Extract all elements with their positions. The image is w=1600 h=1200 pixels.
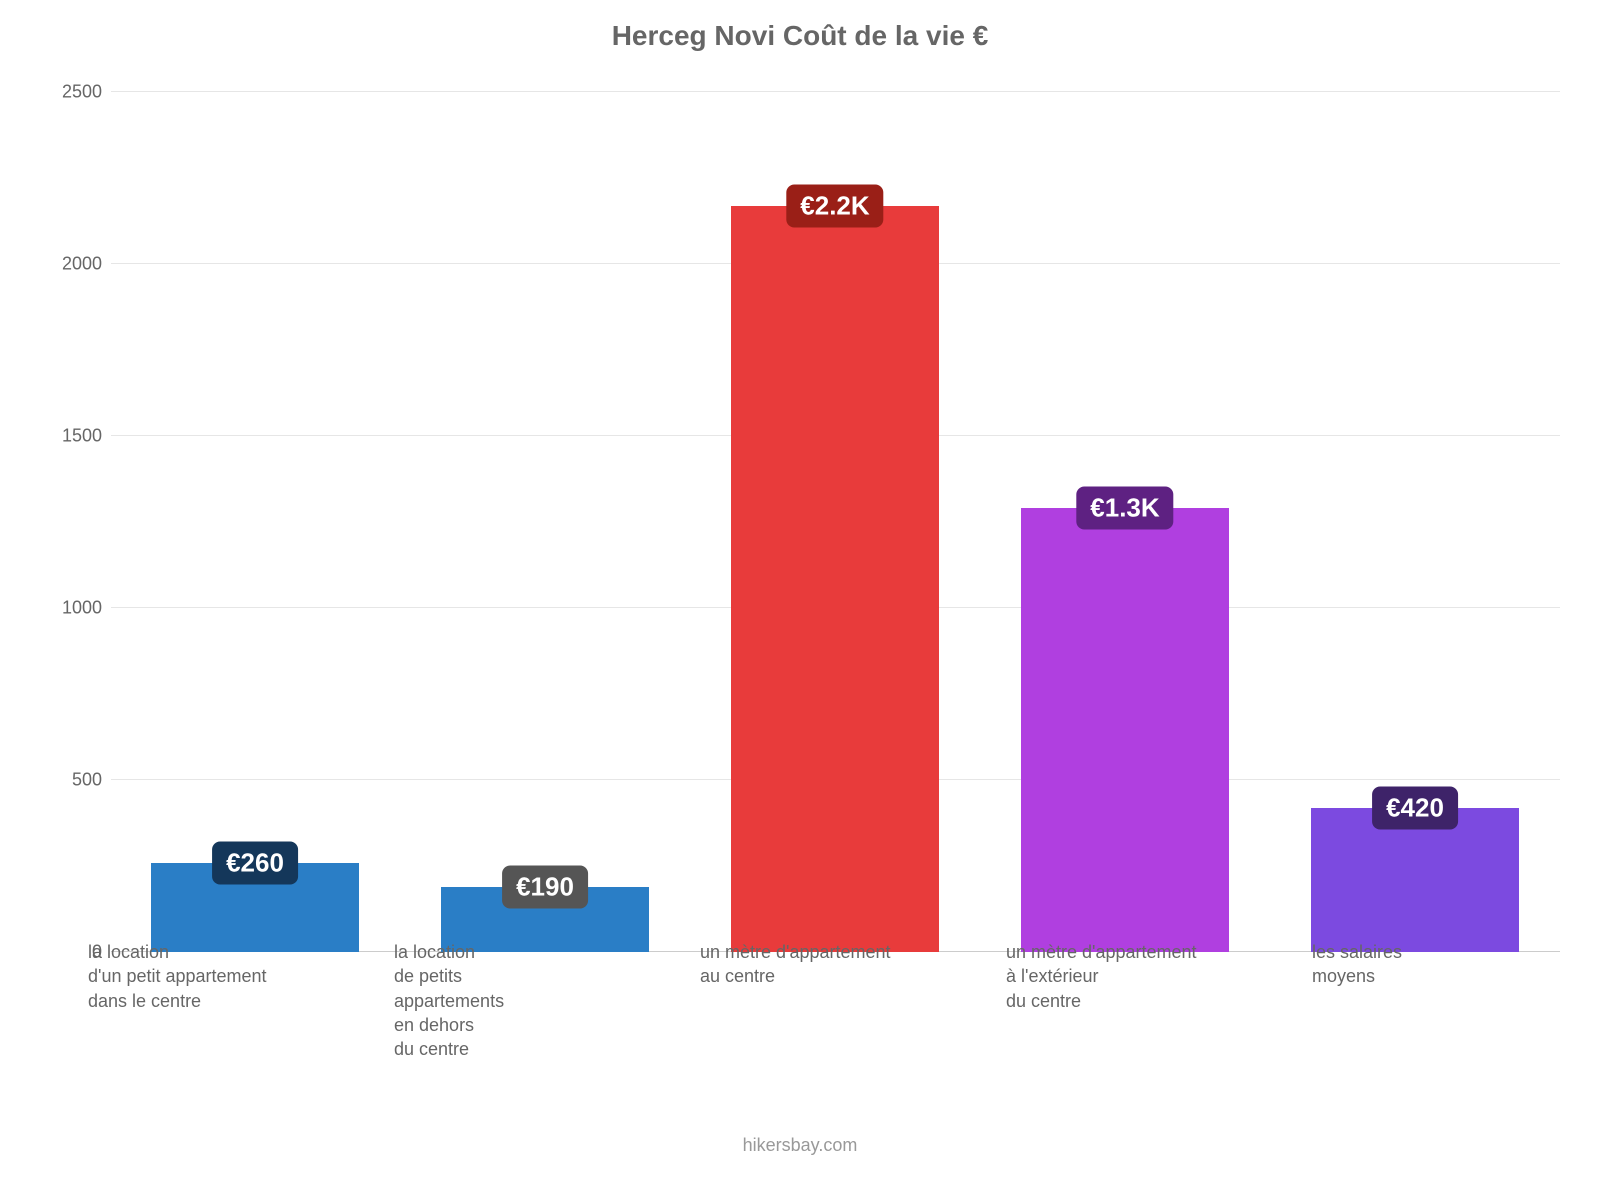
bar: €2.2K [731,206,940,952]
y-tick-label: 2000 [62,254,102,275]
x-axis-labels: la location d'un petit appartement dans … [70,940,1600,1061]
x-axis-label: la location d'un petit appartement dans … [70,940,376,1061]
chart-credit: hikersbay.com [0,1135,1600,1156]
x-axis-label: un mètre d'appartement à l'extérieur du … [988,940,1294,1061]
x-axis-label: la location de petits appartements en de… [376,940,682,1061]
bar-slot: €420 [1270,92,1560,952]
bar: €1.3K [1021,508,1230,952]
bar-value-badge: €2.2K [786,184,883,227]
chart-title: Herceg Novi Coût de la vie € [40,20,1560,52]
cost-of-living-chart: Herceg Novi Coût de la vie € 05001000150… [0,0,1600,1200]
y-tick-label: 500 [72,770,102,791]
bar-value-badge: €190 [502,865,588,908]
y-axis: 05001000150020002500 [40,92,110,952]
plot-area: 05001000150020002500 €260€190€2.2K€1.3K€… [40,92,1560,952]
y-tick-label: 1000 [62,598,102,619]
bar: €420 [1311,808,1520,952]
bar-slot: €260 [110,92,400,952]
bar-value-badge: €420 [1372,786,1458,829]
bar-slot: €2.2K [690,92,980,952]
bar-slot: €190 [400,92,690,952]
x-axis-label: les salaires moyens [1294,940,1600,1061]
x-axis-label: un mètre d'appartement au centre [682,940,988,1061]
bar-slot: €1.3K [980,92,1270,952]
bar-value-badge: €1.3K [1076,487,1173,530]
bars-container: €260 €190 €2.2K €1.3K €420 [110,92,1560,952]
y-tick-label: 1500 [62,426,102,447]
bar-value-badge: €260 [212,841,298,884]
bar: €260 [151,863,360,952]
y-tick-label: 2500 [62,82,102,103]
